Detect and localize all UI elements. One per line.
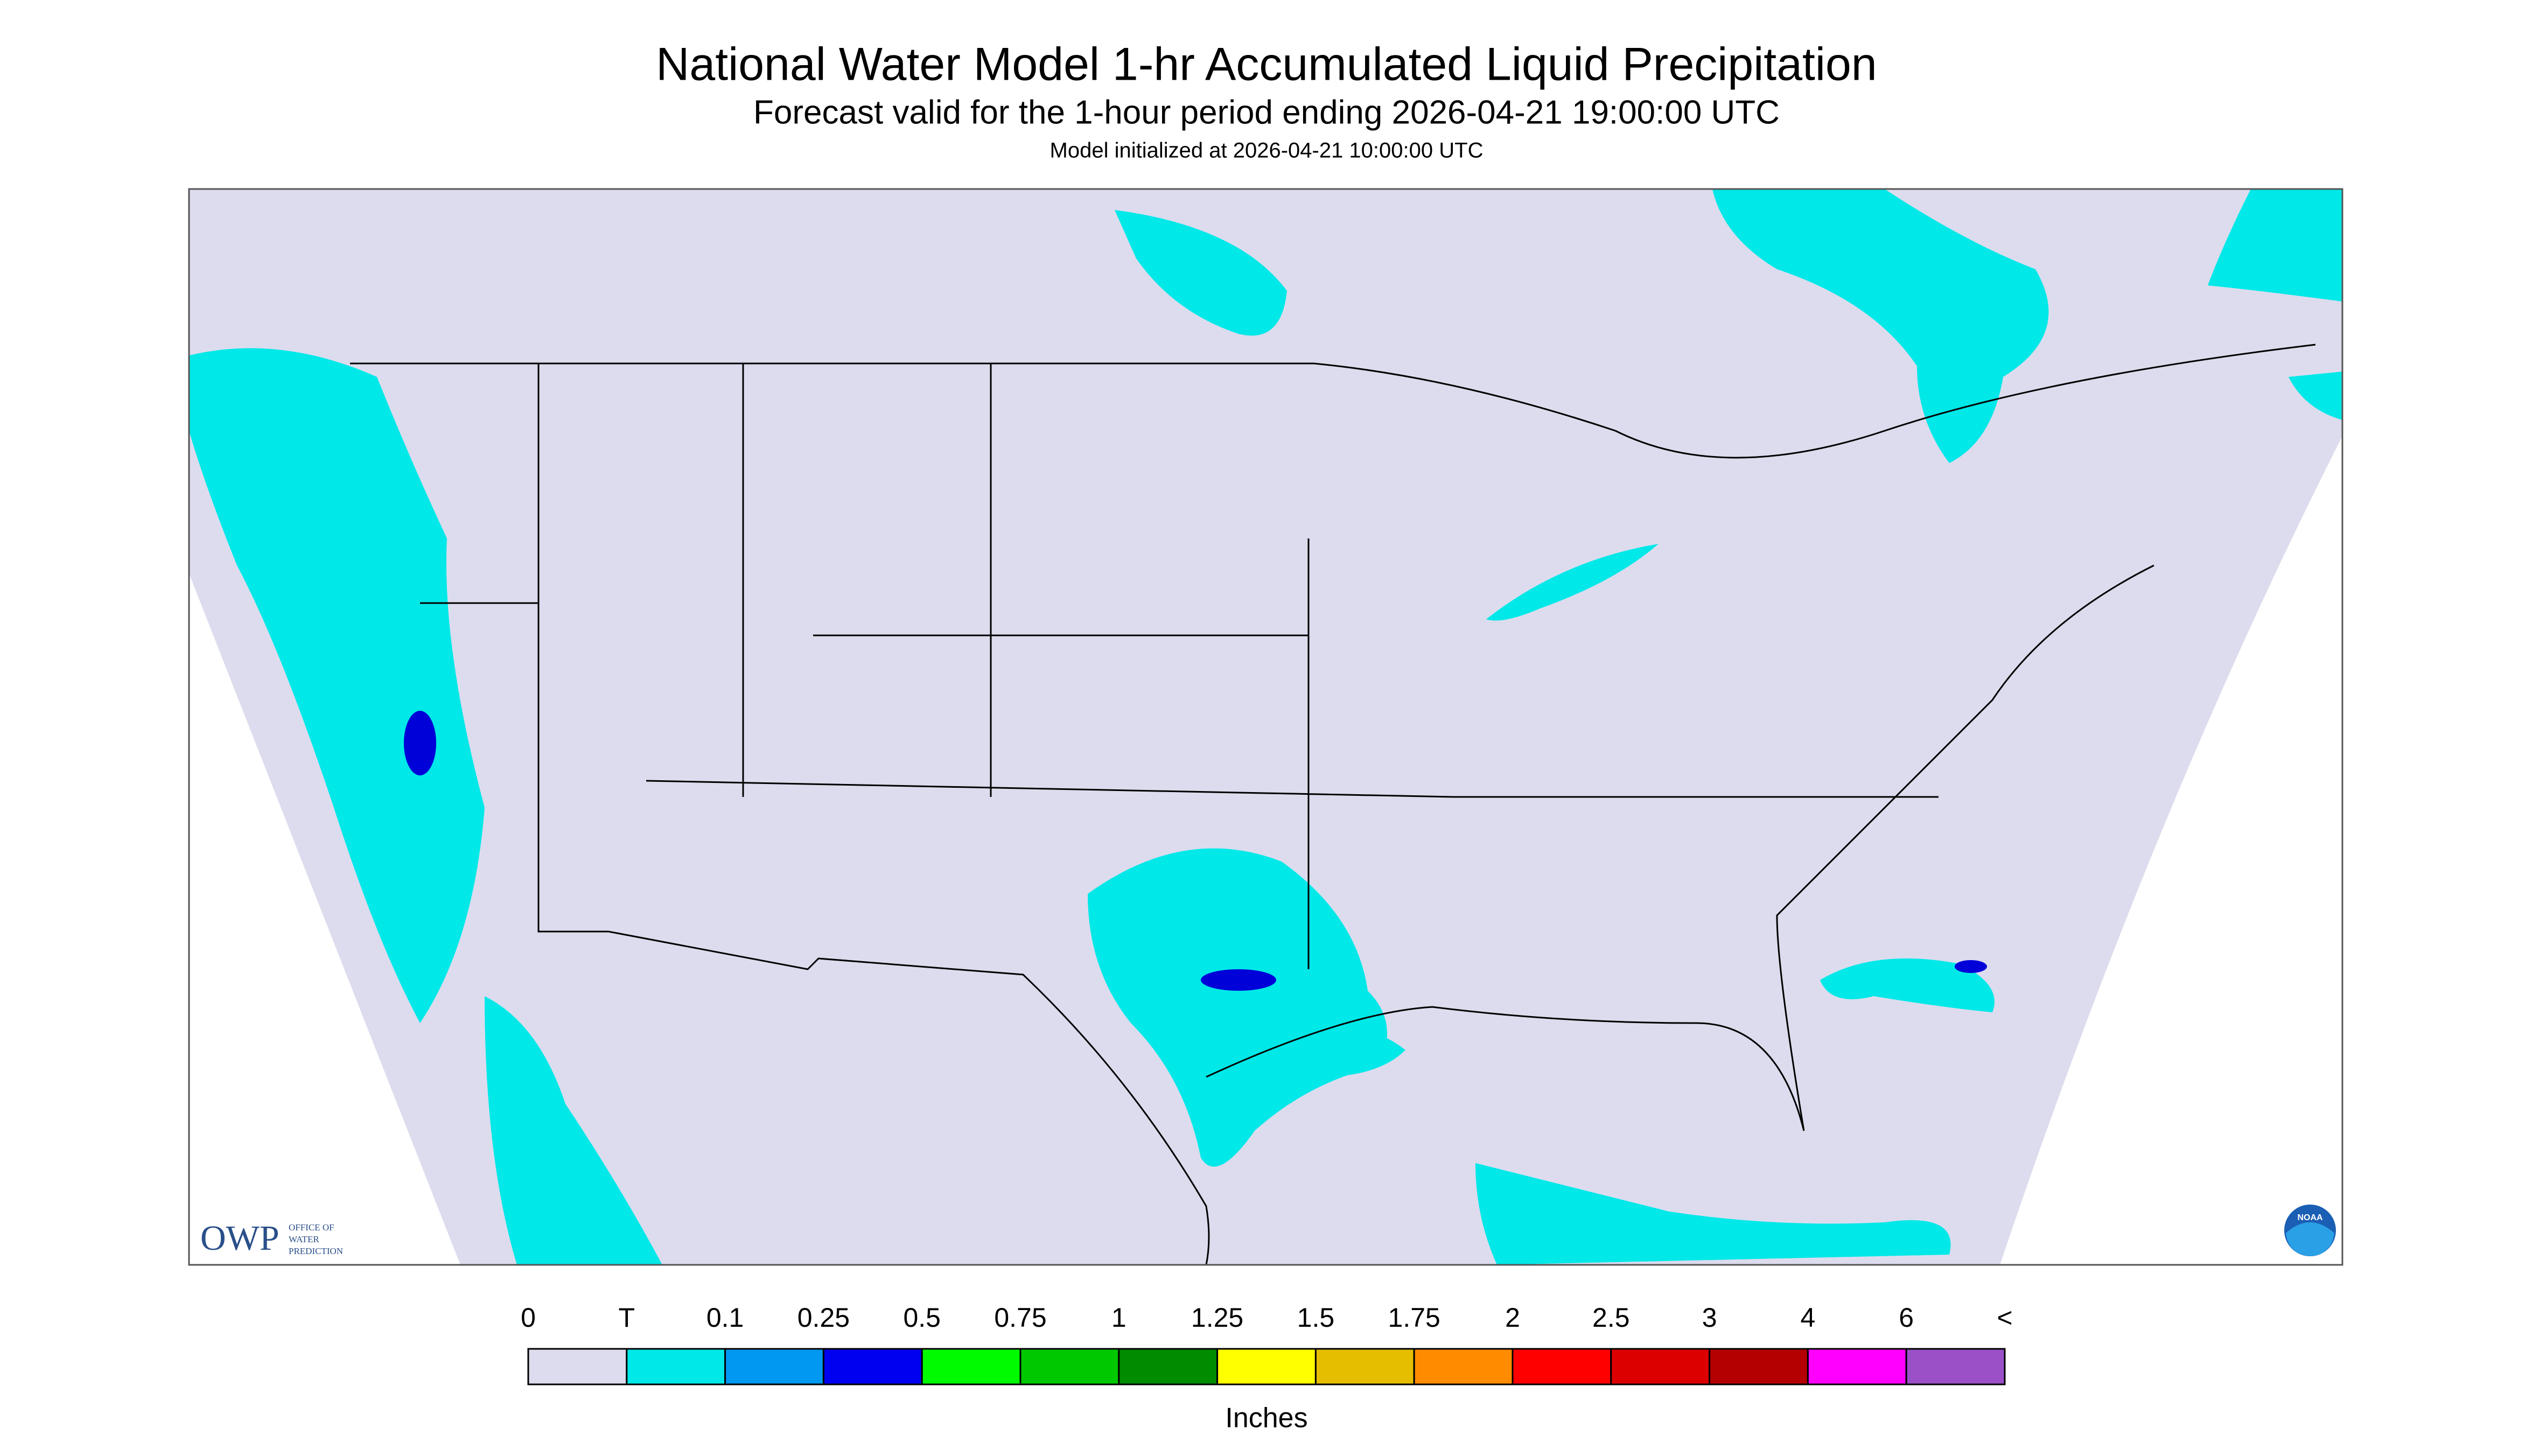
owp-logo-text: WATER [289, 1234, 319, 1244]
legend-label: 2.5 [1592, 1303, 1630, 1333]
legend-label: 0.25 [797, 1303, 850, 1333]
legend-swatch [527, 1348, 628, 1385]
legend-label: 3 [1702, 1303, 1717, 1333]
legend-label: 1.5 [1297, 1303, 1335, 1333]
legend-swatch [1610, 1348, 1711, 1385]
boundaries [350, 344, 2316, 1265]
legend-swatch [1512, 1348, 1612, 1385]
legend-swatch [1413, 1348, 1514, 1385]
precip-heavy [404, 711, 1987, 991]
map: OWP OFFICE OF WATER PREDICTION NOAA [188, 188, 2343, 1266]
subtitle: Forecast valid for the 1-hour period end… [753, 94, 1780, 131]
legend-label: < [1997, 1303, 2012, 1333]
noaa-logo-wave [2286, 1222, 2334, 1256]
legend-swatch [626, 1348, 726, 1385]
legend-swatch [1019, 1348, 1120, 1385]
owp-logo-text: OFFICE OF [289, 1222, 334, 1233]
legend-unit: Inches [1225, 1403, 1307, 1434]
title: National Water Model 1-hr Accumulated Li… [656, 39, 1877, 90]
legend-label: 0.1 [706, 1303, 744, 1333]
legend-swatch [724, 1348, 824, 1385]
owp-logo: OWP [200, 1219, 279, 1258]
legend-label: T [619, 1303, 635, 1333]
legend-label: 4 [1800, 1303, 1815, 1333]
legend-swatch [822, 1348, 923, 1385]
map-frame [188, 188, 2343, 1266]
legend-swatch [1118, 1348, 1219, 1385]
legend-swatch [1807, 1348, 1907, 1385]
legend-swatch [921, 1348, 1021, 1385]
legend-swatch [1314, 1348, 1415, 1385]
legend-label: 1.25 [1191, 1303, 1243, 1333]
legend-swatch [1709, 1348, 1809, 1385]
init-time: Model initialized at 2026-04-21 10:00:00… [1050, 139, 1484, 163]
legend-label: 1 [1111, 1303, 1126, 1333]
legend-label: 0 [521, 1303, 536, 1333]
noaa-logo-text: NOAA [2297, 1213, 2323, 1222]
legend-swatch [1216, 1348, 1317, 1385]
legend-swatch [1905, 1348, 2006, 1385]
legend-label: 0.75 [994, 1303, 1046, 1333]
owp-logo-text: PREDICTION [289, 1246, 343, 1256]
legend-label: 6 [1899, 1303, 1914, 1333]
model-domain [189, 189, 2342, 1265]
legend-label: 2 [1505, 1303, 1520, 1333]
legend: 0 T 0.1 0.25 0.5 0.75 1 1.25 1.5 1.75 2 2.5 3 4 6 < [521, 1303, 2013, 1385]
precip-areas [189, 189, 2342, 1265]
legend-label: 1.75 [1388, 1303, 1440, 1333]
legend-label: 0.5 [903, 1303, 941, 1333]
